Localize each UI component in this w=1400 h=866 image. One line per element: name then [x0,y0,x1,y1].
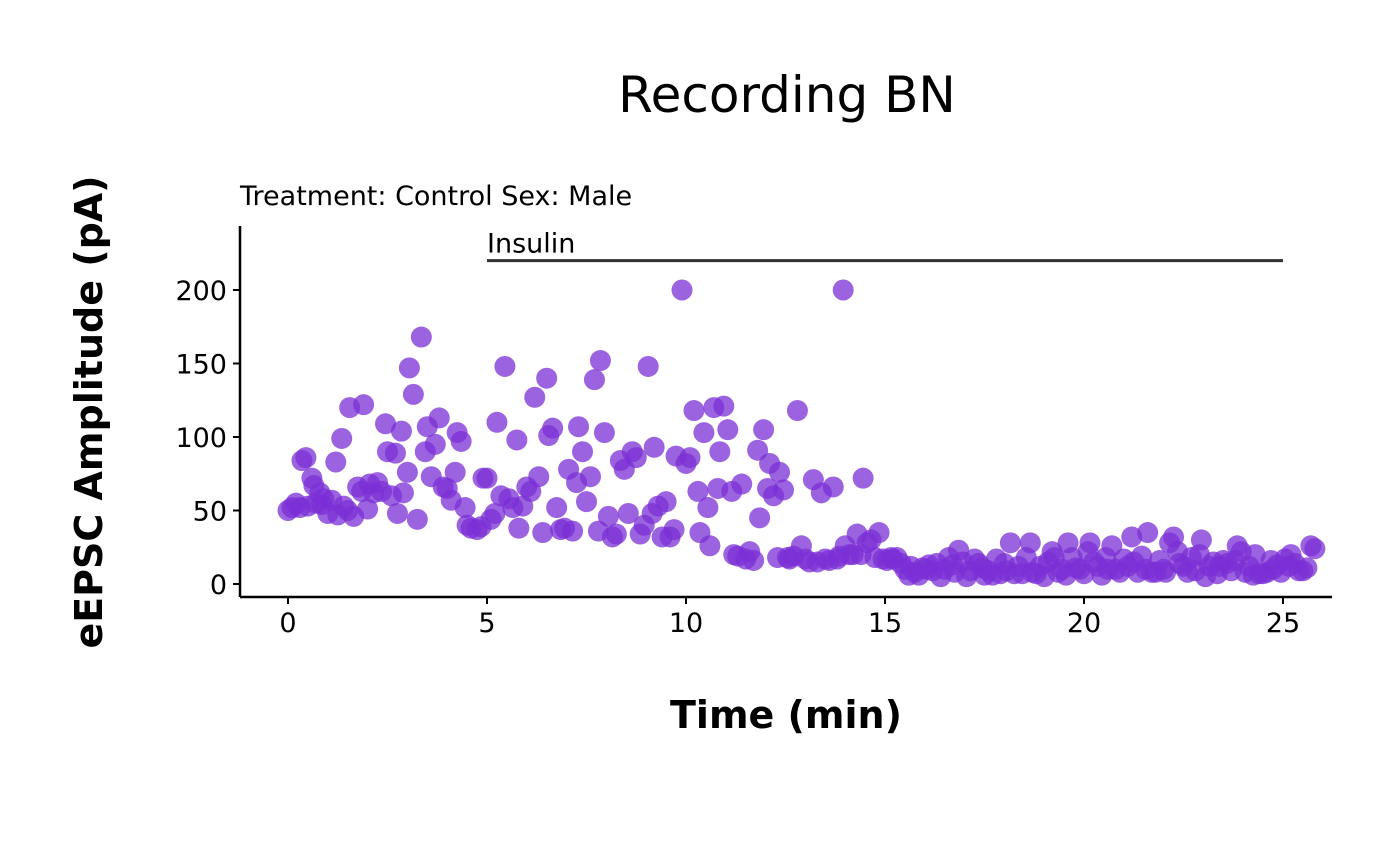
data-point [444,461,466,483]
data-point [494,355,516,377]
data-point [402,383,424,405]
data-point [331,427,353,449]
data-point [450,430,472,452]
data-point [713,395,735,417]
data-point [731,473,753,495]
data-point [406,508,428,530]
data-point [1190,529,1212,551]
data-point [786,400,808,422]
data-point [536,367,558,389]
data-point [753,419,775,441]
data-point [717,419,739,441]
data-point [508,517,530,539]
data-point [617,502,639,524]
data-point [428,407,450,429]
data-point [579,466,601,488]
y-tick-label: 150 [175,350,227,381]
data-point [392,482,414,504]
data-point [528,466,550,488]
data-point [506,429,528,451]
data-point [357,498,379,520]
data-point [398,357,420,379]
data-point [999,532,1021,554]
data-point [546,497,568,519]
data-point [643,436,665,458]
data-point [484,502,506,524]
y-tick-label: 100 [175,423,227,454]
x-tick-label: 5 [478,608,495,639]
data-point [375,413,397,435]
data-point [1079,532,1101,554]
data-point [353,394,375,416]
data-point [532,522,554,544]
x-tick-label: 25 [1266,608,1300,639]
data-point [637,355,659,377]
data-point [568,416,590,438]
data-point [597,505,619,527]
data-point [1304,538,1326,560]
data-points [277,279,1326,588]
data-point [572,441,594,463]
x-tick-label: 20 [1067,608,1101,639]
data-point [743,549,765,571]
data-point [476,467,498,489]
x-tick-label: 10 [669,608,703,639]
data-point [1244,544,1266,566]
data-point [699,535,721,557]
data-point [424,433,446,455]
data-point [709,441,731,463]
x-axis-title: Time (min) [670,693,902,737]
y-tick-label: 200 [175,276,227,307]
y-axis-title: eEPSC Amplitude (pA) [67,175,111,648]
data-point [1137,522,1159,544]
x-axis-ticks: 0 5 10 15 20 25 [279,597,1300,639]
x-tick-label: 0 [279,608,296,639]
data-point [325,451,347,473]
data-point [697,497,719,519]
data-point [390,420,412,442]
data-point [1121,526,1143,548]
data-point [524,386,546,408]
data-point [868,522,890,544]
data-point [693,422,715,444]
data-point [832,279,854,301]
data-point [384,442,406,464]
x-tick-label: 15 [868,608,902,639]
chart-subtitle: Treatment: Control Sex: Male [239,181,632,212]
y-tick-label: 50 [193,497,227,528]
data-point [605,523,627,545]
data-point [593,422,615,444]
data-point [1296,557,1318,579]
data-point [454,497,476,519]
data-point [386,502,408,524]
data-point [687,480,709,502]
data-point [583,369,605,391]
data-point [749,507,771,529]
data-point [562,520,584,542]
insulin-label: Insulin [487,229,575,260]
data-point [655,491,677,513]
y-axis-ticks: 0 50 100 150 200 [175,276,240,601]
data-point [295,447,317,469]
data-point [396,461,418,483]
data-point [852,467,874,489]
data-point [769,461,791,483]
data-point [679,447,701,469]
data-point [542,417,564,439]
y-tick-label: 0 [210,570,227,601]
data-point [589,350,611,372]
chart-title: Recording BN [618,66,956,124]
data-point [683,400,705,422]
data-point [663,519,685,541]
data-point [671,279,693,301]
data-point [625,447,647,469]
data-point [576,491,597,513]
data-point [410,326,432,348]
data-point [773,479,795,501]
data-point [486,411,508,433]
data-point [1019,532,1041,554]
data-point [822,476,844,498]
